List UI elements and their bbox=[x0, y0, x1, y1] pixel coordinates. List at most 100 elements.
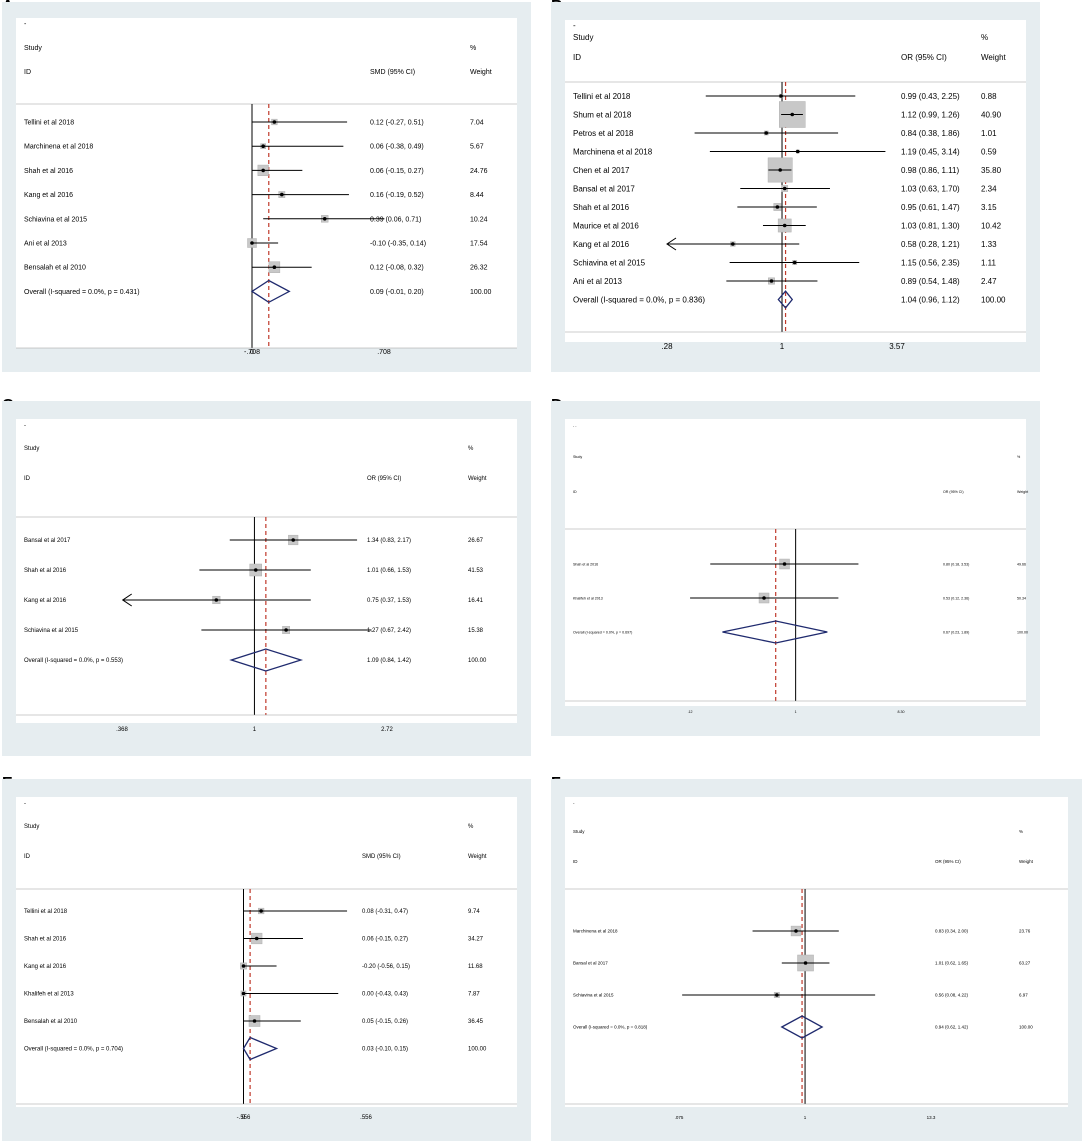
overall-label: Overall (I-squared = 0.0%, p = 0.697) bbox=[573, 630, 632, 634]
study-ci: 1.15 (0.56, 2.35) bbox=[901, 258, 960, 267]
header-percent: % bbox=[981, 33, 988, 42]
study-ci: 0.12 (-0.27, 0.51) bbox=[370, 119, 424, 126]
study-ci: 0.75 (0.37, 1.53) bbox=[367, 598, 411, 604]
x-tick-label: 3.57 bbox=[889, 342, 905, 351]
study-weight: 26.32 bbox=[470, 265, 488, 272]
study-ci: 1.01 (0.66, 1.53) bbox=[367, 568, 411, 574]
study-name: Marchinena et al 2018 bbox=[573, 929, 618, 934]
study-name: Bansal et al 2017 bbox=[24, 538, 71, 544]
overall-label: Overall (I-squared = 0.0%, p = 0.553) bbox=[24, 658, 123, 664]
overall-diamond bbox=[777, 290, 794, 309]
x-tick-label: -.708 bbox=[244, 349, 260, 356]
header-weight: Weight bbox=[1019, 859, 1034, 864]
study-weight: 1.11 bbox=[981, 258, 997, 267]
study-name: Ani et al 2013 bbox=[573, 277, 622, 286]
study-weight: 35.80 bbox=[981, 166, 1002, 175]
x-tick-label: 1 bbox=[780, 342, 785, 351]
study-name: Schiavina et al 2015 bbox=[24, 216, 87, 223]
header-effect: SMD (95% CI) bbox=[370, 69, 415, 76]
plot-area bbox=[16, 18, 517, 348]
study-name: Marchinena et al 2018 bbox=[24, 144, 93, 151]
forest-plot-a: - Study ID SMD (95% CI)% Weight Tellini et al… bbox=[2, 2, 531, 372]
study-name: Bansal et al 2017 bbox=[573, 961, 608, 966]
overall-ci: 0.09 (-0.01, 0.20) bbox=[370, 289, 424, 296]
study-ci: -0.20 (-0.56, 0.15) bbox=[362, 964, 410, 970]
study-name: Shah et al 2016 bbox=[573, 562, 598, 566]
study-point-estimate bbox=[782, 186, 787, 191]
study-weight: 63.27 bbox=[1019, 961, 1031, 966]
study-point-estimate bbox=[261, 144, 265, 148]
study-name: Tellini et al 2018 bbox=[24, 909, 68, 915]
study-point-estimate bbox=[241, 964, 246, 968]
study-ci: 1.12 (0.99, 1.26) bbox=[901, 110, 960, 119]
study-ci: 0.39 (0.06, 0.71) bbox=[370, 216, 421, 223]
study-name: Khalifeh et al 2013 bbox=[24, 992, 74, 998]
plot-area bbox=[16, 797, 517, 1107]
overall-ci: 1.04 (0.96, 1.12) bbox=[901, 295, 960, 304]
overall-label: Overall (I-squared = 0.0%, p = 0.836) bbox=[573, 295, 705, 304]
header-id: ID bbox=[573, 53, 581, 62]
study-weight: 34.27 bbox=[468, 937, 484, 943]
study-ci: 1.01 (0.62, 1.65) bbox=[935, 961, 969, 966]
x-tick-label: .075 bbox=[675, 1115, 684, 1120]
header-percent: % bbox=[1017, 455, 1021, 459]
overall-diamond bbox=[722, 620, 828, 644]
study-name: Bansal et al 2017 bbox=[573, 184, 635, 193]
study-ci: 0.53 (0.12, 2.36) bbox=[943, 596, 969, 600]
study-weight: 9.74 bbox=[468, 909, 480, 915]
study-weight: 49.66 bbox=[1017, 562, 1026, 566]
study-ci: 0.06 (-0.38, 0.49) bbox=[370, 144, 424, 151]
study-ci: 1.34 (0.83, 2.17) bbox=[367, 538, 411, 544]
header-id: ID bbox=[24, 476, 31, 482]
x-tick-label: -.556 bbox=[237, 1115, 251, 1121]
study-ci: -0.10 (-0.35, 0.14) bbox=[370, 240, 426, 247]
header-effect: OR (95% CI) bbox=[367, 476, 401, 482]
study-weight: 10.42 bbox=[981, 221, 1002, 230]
study-point-estimate bbox=[254, 936, 259, 941]
study-weight: 50.34 bbox=[1017, 596, 1026, 600]
study-ci: 0.05 (-0.15, 0.26) bbox=[362, 1019, 408, 1025]
study-ci: 0.98 (0.86, 1.11) bbox=[901, 166, 959, 175]
header-weight: Weight bbox=[468, 854, 487, 860]
study-point-estimate bbox=[795, 149, 800, 154]
x-tick-label: 0 bbox=[242, 1115, 246, 1121]
header-dot: - bbox=[573, 801, 575, 806]
study-ci: 0.16 (-0.19, 0.52) bbox=[370, 192, 424, 199]
study-ci: 0.00 (-0.43, 0.43) bbox=[362, 992, 408, 998]
study-point-estimate bbox=[252, 1019, 257, 1023]
header-effect: SMD (95% CI) bbox=[362, 854, 401, 860]
ci-arrow-left bbox=[121, 593, 132, 607]
study-ci: 0.08 (-0.31, 0.47) bbox=[362, 909, 408, 915]
study-point-estimate bbox=[764, 131, 769, 135]
study-point-estimate bbox=[803, 961, 808, 965]
study-weight: 8.44 bbox=[470, 192, 484, 199]
x-tick-label: 1 bbox=[253, 727, 257, 733]
study-point-estimate bbox=[322, 217, 327, 221]
study-ci: 0.06 (-0.15, 0.27) bbox=[370, 168, 424, 175]
study-ci: 0.12 (-0.08, 0.32) bbox=[370, 265, 424, 272]
study-point-estimate bbox=[782, 562, 787, 566]
study-weight: 26.67 bbox=[468, 538, 484, 544]
study-weight: 7.04 bbox=[470, 119, 484, 126]
study-weight: 16.41 bbox=[468, 598, 484, 604]
header-study: Study bbox=[24, 446, 39, 452]
header-study: Study bbox=[573, 33, 593, 42]
study-name: Ani et al 2013 bbox=[24, 240, 67, 247]
header-id: ID bbox=[573, 490, 577, 494]
header-dot: - bbox=[24, 801, 26, 807]
header-percent: % bbox=[468, 824, 474, 830]
header-id: ID bbox=[24, 854, 31, 860]
overall-ci: 1.09 (0.84, 1.42) bbox=[367, 658, 411, 664]
study-ci: 1.27 (0.67, 2.42) bbox=[367, 628, 411, 634]
study-point-estimate bbox=[779, 94, 783, 98]
header-weight: Weight bbox=[468, 476, 487, 482]
overall-weight: 100.00 bbox=[468, 658, 487, 664]
overall-ci: 0.94 (0.62, 1.42) bbox=[935, 1025, 969, 1030]
ci-arrow-left bbox=[666, 237, 677, 251]
study-weight: 6.97 bbox=[1019, 993, 1028, 998]
study-point-estimate bbox=[259, 909, 263, 913]
study-ci: 0.99 (0.43, 2.25) bbox=[901, 92, 960, 101]
study-point-estimate bbox=[730, 242, 735, 246]
study-ci: 0.58 (0.28, 1.21) bbox=[901, 240, 960, 249]
